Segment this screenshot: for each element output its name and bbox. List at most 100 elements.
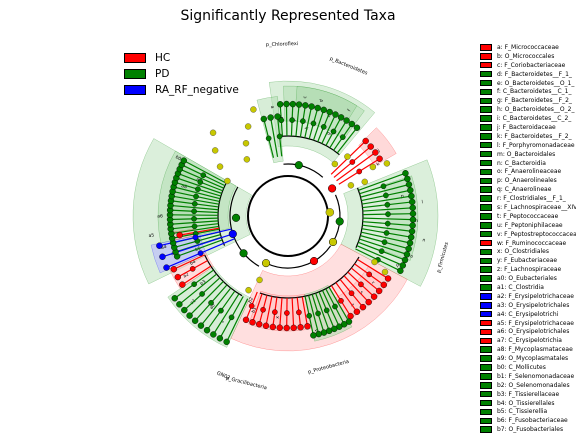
taxon-label: b7: O_Fusobacteriales (497, 426, 563, 433)
node-56 (275, 114, 281, 120)
taxon-label: a2: F_Erysipelotrichaceae (497, 293, 574, 300)
node-21 (193, 194, 198, 199)
node-130 (224, 339, 230, 345)
taxon-swatch (480, 329, 492, 336)
taxon-label: z: F_Lachnospiraceae (497, 266, 561, 273)
node-126 (260, 307, 265, 312)
node-115 (304, 323, 310, 329)
taxon-entry-n: n: C_Bacteroidia (480, 159, 576, 168)
node-59 (368, 144, 374, 150)
taxon-entry-b2: b2: O_Selenomonadales (480, 381, 576, 390)
taxon-swatch (480, 338, 492, 345)
taxon-entry-t: t: F_Peptococcaceae (480, 212, 576, 221)
node-93 (367, 272, 372, 277)
taxon-entry-u: u: F_Peptoniphilaceae (480, 221, 576, 230)
taxon-label: w: F_Ruminococcaceae (497, 240, 566, 247)
node-46 (332, 112, 338, 118)
node-138 (208, 300, 213, 305)
taxon-swatch (480, 115, 492, 122)
taxon-entry-z: z: F_Lachnospiraceae (480, 265, 576, 274)
node-141 (199, 291, 204, 296)
taxon-entry-k: k: F_Bacteroidetes__F_2_ (480, 132, 576, 141)
node-81 (384, 230, 389, 235)
taxon-label: n: C_Bacteroidia (497, 160, 546, 167)
taxon-label: b0: C_Mollicutes (497, 364, 546, 371)
taxon-label: h: O_Bacteroidetes__O_2_ (497, 106, 574, 113)
node-143 (172, 295, 178, 301)
node-nonsig-13 (362, 179, 368, 185)
taxon-label: v: F_Peptostreptococcaceae (497, 231, 576, 238)
node-116 (298, 324, 304, 330)
node-101 (348, 313, 354, 319)
node-145 (179, 282, 185, 288)
taxon-entry-e: e: O_Bacteroidetes__O_1_ (480, 79, 576, 88)
node-9 (192, 224, 197, 229)
node-99 (349, 291, 354, 296)
node-140 (181, 307, 187, 313)
taxon-entry-l: l: F_Porphyromonadaceae (480, 141, 576, 150)
node-nonsig-6 (245, 123, 251, 129)
taxon-label: c: F_Coriobacteriaceae (497, 62, 565, 69)
node-154 (177, 232, 183, 238)
node-105 (332, 304, 337, 309)
node-nonsig-11 (384, 160, 390, 166)
node-117 (296, 310, 301, 315)
taxon-label: b: O_Micrococcales (497, 53, 554, 60)
node-39 (300, 119, 305, 124)
taxon-swatch (480, 311, 492, 318)
taxon-label: b6: F_Fusobacteriaceae (497, 417, 568, 424)
taxon-label: b1: F_Selenomonadaceae (497, 373, 574, 380)
node-119 (284, 325, 290, 331)
taxon-entry-b7: b7: O_Fusobacteriales (480, 425, 576, 434)
taxon-label: b3: F_Tissierellaceae (497, 391, 559, 398)
taxon-label: j: F_Bacteroidaceae (497, 124, 556, 131)
node-32 (277, 101, 283, 107)
taxon-entry-a9: a9: O_Mycoplasmatales (480, 354, 576, 363)
node-82 (407, 240, 413, 246)
node-49 (344, 118, 350, 124)
taxon-label: a8: F_Mycoplasmataceae (497, 346, 573, 353)
taxon-swatch (480, 80, 492, 87)
node-152 (156, 243, 162, 249)
node-125 (256, 321, 262, 327)
taxon-label: m: O_Bacteroidales (497, 151, 555, 158)
node-98 (360, 304, 366, 310)
node-127 (250, 319, 256, 325)
class-node-3 (310, 257, 318, 265)
node-142 (176, 301, 182, 307)
taxon-entry-j: j: F_Bacteroidaceae (480, 123, 576, 132)
taxon-swatch (480, 409, 492, 416)
taxon-swatch (480, 426, 492, 433)
taxon-entry-a2: a2: F_Erysipelotrichaceae (480, 292, 576, 301)
node-nonsig-14 (372, 259, 378, 265)
taxon-swatch (480, 373, 492, 380)
node-nonsig-9 (344, 154, 350, 160)
taxon-swatch (480, 222, 492, 229)
taxon-label: o: F_Anaerolineaceae (497, 168, 561, 175)
taxon-label: x: O_Clostridiales (497, 248, 549, 255)
node-52 (354, 125, 360, 131)
node-44 (327, 109, 333, 115)
node-114 (307, 313, 312, 318)
node-63 (357, 169, 362, 174)
legend-label: RA_RF_negative (155, 84, 239, 96)
taxon-label: a5: F_Erysipelotrichaceae (497, 320, 574, 327)
node-87 (379, 249, 384, 254)
chart-title: Significantly Represented Taxa (0, 8, 576, 24)
node-137 (192, 318, 198, 324)
taxon-swatch (480, 275, 492, 282)
node-31 (181, 158, 187, 164)
taxon-entry-c: c: F_Coriobacteriaceae (480, 61, 576, 70)
taxon-label: a4: C_Erysipelotrichi (497, 311, 558, 318)
taxon-label: b2: O_Selenomonadales (497, 382, 570, 389)
node-70 (408, 193, 414, 199)
node-nonsig-8 (332, 161, 338, 167)
clade-label-a6: a6 (157, 214, 163, 220)
node-122 (270, 324, 276, 330)
taxon-label: d: F_Bacteroidetes__F_1_ (497, 71, 572, 78)
taxon-entry-q: q: C_Anaerolineae (480, 185, 576, 194)
taxon-entry-o: o: F_Anaerolineaceae (480, 167, 576, 176)
taxon-entry-a7: a7: C_Erysipelotrichia (480, 336, 576, 345)
taxon-swatch (480, 284, 492, 291)
